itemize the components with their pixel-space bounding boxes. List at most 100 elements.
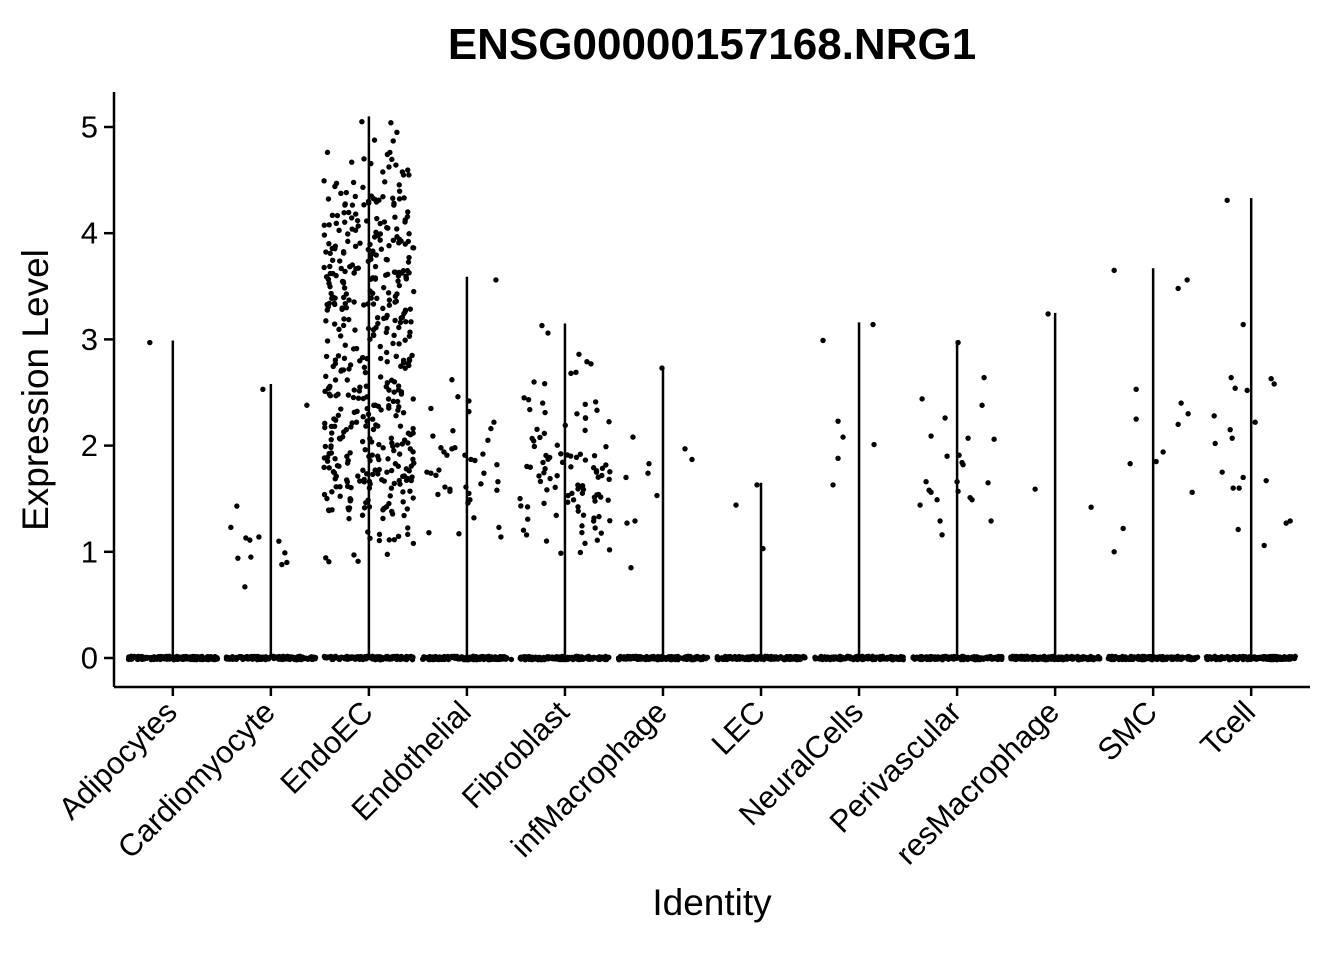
jitter-point [392,293,399,300]
zero-expression-point [797,654,804,661]
zero-expression-point [700,653,707,660]
jitter-point [536,473,542,479]
jitter-point [554,473,560,479]
jitter-point [378,407,384,413]
jitter-point [394,129,400,136]
jitter-point [525,516,531,522]
zero-expression-point [1074,654,1081,660]
jitter-point [364,405,370,412]
jitter-point [840,434,846,440]
jitter-point [323,318,329,324]
jitter-point [574,411,580,417]
jitter-point [341,355,348,362]
jitter-point [954,479,960,485]
jitter-point [349,202,356,208]
jitter-point [942,415,948,421]
jitter-point [531,379,537,385]
jitter-point [359,118,365,125]
jitter-point [370,426,377,433]
jitter-point [355,395,362,401]
jitter-point [1111,267,1117,274]
jitter-point [591,452,598,459]
zero-expression-point [729,655,736,662]
jitter-point [494,487,500,493]
jitter-point [322,388,328,395]
jitter-point [394,442,401,448]
zero-expression-point [517,655,523,662]
jitter-point [323,274,330,280]
jitter-point [400,499,406,505]
jitter-point [985,480,991,486]
jitter-point [591,515,597,521]
jitter-point [327,270,333,277]
zero-expression-point [508,656,515,663]
jitter-point [344,483,351,490]
jitter-point [335,412,342,419]
jitter-point [1160,449,1166,455]
jitter-point [390,195,396,201]
jitter-point [411,460,417,466]
jitter-point [343,189,350,196]
jitter-point [387,149,393,156]
jitter-point [596,513,602,520]
zero-expression-point [1148,653,1154,660]
zero-expression-point [957,655,964,661]
jitter-point [357,358,363,364]
jitter-point [493,277,499,283]
jitter-point [337,258,343,264]
jitter-point [347,495,353,502]
jitter-point [381,219,388,225]
zero-expression-point [1050,655,1057,661]
jitter-point [333,484,339,490]
jitter-point [400,409,407,416]
jitter-point [332,456,338,462]
jitter-point [539,400,546,406]
jitter-point [481,470,487,476]
zero-expression-point [431,654,437,661]
jitter-point [332,360,339,367]
zero-expression-point [618,654,624,660]
jitter-point [1133,386,1139,393]
jitter-point [1184,277,1190,283]
jitter-point [380,515,386,522]
jitter-point [518,503,524,509]
jitter-point [395,278,401,284]
jitter-point [1227,426,1233,433]
zero-expression-point [993,654,999,661]
zero-expression-point [204,654,211,660]
jitter-point [361,202,367,208]
jitter-point [279,561,285,568]
jitter-point [1228,374,1234,381]
jitter-point [599,465,606,471]
zero-expression-point [654,656,660,663]
zero-expression-point [164,655,171,661]
zero-expression-point [1260,654,1266,661]
jitter-point [449,446,455,452]
jitter-point [363,423,369,429]
jitter-point [391,536,398,543]
jitter-point [396,341,402,347]
jitter-point [375,320,381,327]
jitter-point [324,495,330,502]
jitter-point [348,215,355,221]
jitter-point [366,485,373,491]
jitter-point [1189,489,1195,496]
zero-expression-point [486,655,493,661]
zero-expression-point [535,656,542,662]
jitter-point [1153,458,1159,465]
jitter-point [628,565,634,571]
zero-expression-point [213,654,219,661]
jitter-point [835,418,841,424]
jitter-point [383,272,389,278]
jitter-point [365,411,372,417]
jitter-point [605,497,611,503]
jitter-point [579,523,585,529]
jitter-point [646,460,652,467]
zero-expression-point [1278,654,1284,661]
jitter-point [371,234,378,240]
jitter-point [304,402,310,408]
jitter-point [346,507,352,513]
zero-expression-point [305,656,311,662]
jitter-point [374,315,381,321]
jitter-point [373,324,379,331]
